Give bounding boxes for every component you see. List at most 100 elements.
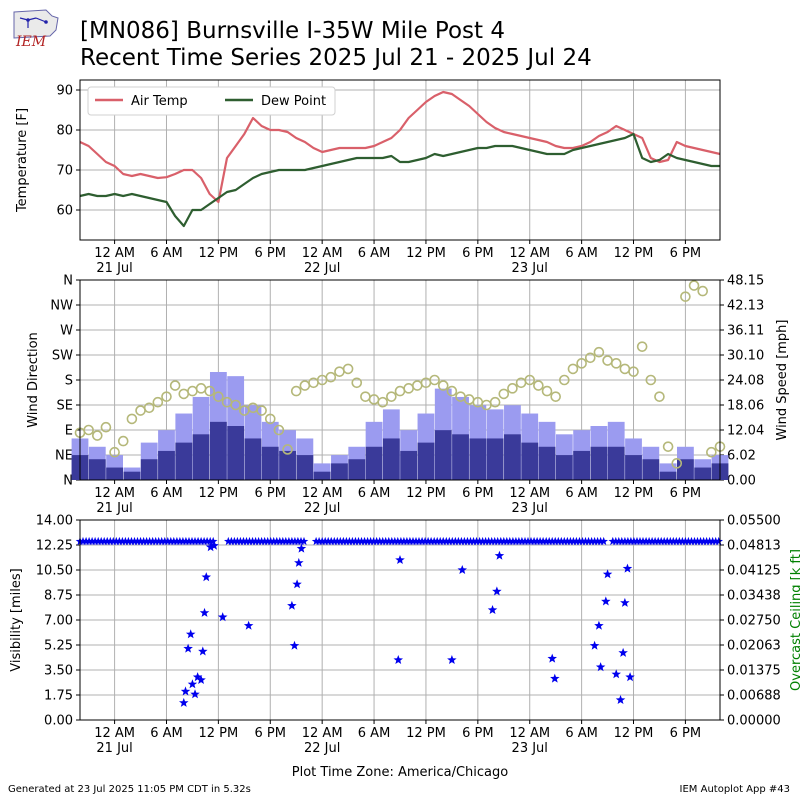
x-tick-label: 6 AM xyxy=(358,246,391,261)
visibility-point xyxy=(289,640,300,650)
plot-frame xyxy=(79,279,721,481)
wind-direction-point xyxy=(680,291,691,302)
wind-gust-bar xyxy=(382,438,400,480)
visibility-point xyxy=(620,597,630,607)
wind-direction-point xyxy=(213,391,224,402)
visibility-baseline-point xyxy=(423,536,433,546)
wind-gust-bar xyxy=(538,446,556,480)
visibility-point xyxy=(622,563,633,573)
x-tick-label: 12 AM xyxy=(509,246,550,261)
wind-direction-point xyxy=(178,388,190,400)
visibility-baseline-point xyxy=(278,536,288,546)
visibility-point xyxy=(601,596,611,606)
y-axis-label-left: Wind Direction xyxy=(26,332,41,428)
x-tick-label: 6 PM xyxy=(462,486,493,501)
wind-direction-point xyxy=(524,374,536,386)
y-right-tick-label: 36.11 xyxy=(727,324,764,339)
wind-direction-point xyxy=(541,385,553,397)
wind-gust-bar xyxy=(261,446,279,480)
visibility-baseline-point xyxy=(560,536,569,546)
wind-direction-point xyxy=(671,458,683,469)
app-footer: IEM Autoplot App #43 xyxy=(679,784,790,795)
x-date-label: 22 Jul xyxy=(304,261,340,276)
wind-direction-point xyxy=(342,363,354,375)
wind-gust-bar xyxy=(607,446,625,480)
x-tick-label: 6 PM xyxy=(670,486,701,501)
visibility-point xyxy=(595,662,606,672)
y-tick-label: 14.00 xyxy=(36,514,73,529)
visibility-point xyxy=(447,655,457,664)
chart-subtitle: Recent Time Series 2025 Jul 21 - 2025 Ju… xyxy=(80,45,592,71)
visibility-point xyxy=(594,620,604,630)
wind-gust-bar xyxy=(659,471,677,480)
y-tick-label: N xyxy=(63,474,73,489)
x-tick-label: 6 PM xyxy=(670,246,701,261)
y-tick-label: SE xyxy=(57,399,73,414)
wind-direction-point xyxy=(100,421,112,433)
x-tick-label: 12 PM xyxy=(406,486,446,501)
visibility-baseline-point xyxy=(448,536,457,546)
chart-title: [MN086] Burnsville I-35W Mile Post 4 xyxy=(80,18,505,44)
y-tick-label: 70 xyxy=(56,164,73,179)
visibility-point xyxy=(187,679,198,689)
wind-gust-bar xyxy=(244,438,262,480)
visibility-point xyxy=(243,620,254,630)
wind-direction-point xyxy=(593,346,605,358)
wind-direction-point xyxy=(351,377,363,389)
legend-label: Air Temp xyxy=(131,94,188,109)
y-right-tick-label: 0.05500 xyxy=(727,514,781,529)
y-tick-label: 1.75 xyxy=(44,689,73,704)
visibility-point xyxy=(292,579,302,589)
x-tick-label: 12 AM xyxy=(509,726,550,741)
x-date-label: 21 Jul xyxy=(96,501,132,516)
y-right-tick-label: 0.00688 xyxy=(727,689,781,704)
y-right-tick-label: 30.10 xyxy=(727,349,764,364)
wind-gust-bar xyxy=(158,450,175,480)
wind-direction-point xyxy=(256,405,267,416)
x-tick-label: 12 PM xyxy=(199,486,239,501)
wind-direction-point xyxy=(576,358,587,369)
visibility-point xyxy=(618,647,628,657)
visibility-baseline-point xyxy=(190,536,200,546)
visibility-baseline-point xyxy=(672,536,681,546)
wind-gust-bar xyxy=(504,434,521,480)
wind-gust-bar xyxy=(279,450,296,480)
wind-direction-point xyxy=(507,383,518,394)
y-tick-label: SW xyxy=(52,349,73,364)
wind-gust-bar xyxy=(625,455,642,480)
x-axis-label: Plot Time Zone: America/Chicago xyxy=(292,765,508,780)
wind-direction-point xyxy=(187,385,198,397)
y-axis-label: Temperature [F] xyxy=(15,108,30,213)
wind-gust-bar xyxy=(106,467,123,480)
wind-gust-bar xyxy=(123,471,141,480)
visibility-point xyxy=(179,697,189,707)
wind-gust-bar xyxy=(192,434,210,480)
visibility-baseline-point xyxy=(248,536,257,546)
y-tick-label: 3.50 xyxy=(44,664,73,679)
visibility-point xyxy=(287,600,297,610)
wind-direction-point xyxy=(697,285,709,297)
visibility-point xyxy=(296,543,307,553)
wind-direction-point xyxy=(290,385,302,397)
y-axis-label-right: Wind Speed [mph] xyxy=(775,320,790,441)
wind-direction-point xyxy=(299,380,311,391)
x-tick-label: 6 AM xyxy=(150,486,183,501)
wind-direction-point xyxy=(636,341,648,352)
visibility-baseline-point xyxy=(224,536,233,546)
wind-direction-point xyxy=(143,402,155,414)
visibility-baseline-point xyxy=(502,536,512,546)
y-right-tick-label: 24.08 xyxy=(727,374,764,389)
wind-gust-bar xyxy=(434,430,452,480)
y-right-tick-label: 18.06 xyxy=(727,399,764,414)
wind-direction-point xyxy=(662,441,674,452)
wind-direction-point xyxy=(282,444,293,455)
wind-direction-point xyxy=(195,383,207,394)
visibility-point xyxy=(547,653,557,663)
x-tick-label: 12 PM xyxy=(614,246,654,261)
y-tick-label: NW xyxy=(50,299,73,314)
y-tick-label: 5.25 xyxy=(44,639,73,654)
wind-gust-bar xyxy=(140,459,158,480)
y-right-tick-label: 0.01375 xyxy=(727,664,781,679)
y-right-tick-label: 6.02 xyxy=(727,449,756,464)
